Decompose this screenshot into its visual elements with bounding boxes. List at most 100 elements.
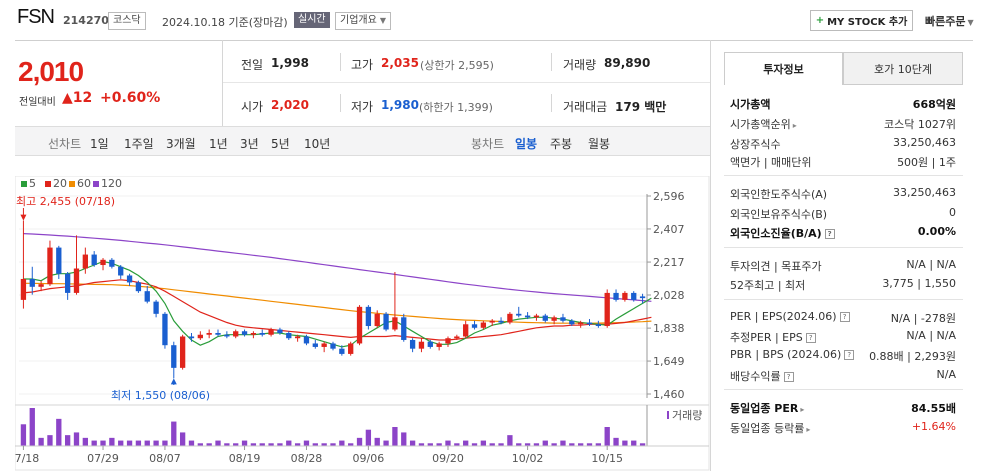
period-3y[interactable]: 3년 (240, 137, 259, 151)
volume-bar (489, 443, 495, 446)
period-1y[interactable]: 1년 (209, 137, 228, 151)
base-date: 2024.10.18 기준(장마감) (162, 16, 288, 29)
col-divider (551, 53, 552, 71)
candle-body (524, 315, 531, 318)
up-triangle-icon: ▲ (62, 90, 73, 106)
candle-body (321, 343, 327, 347)
legend-swatch (69, 181, 75, 187)
info-label-text: 외국인한도주식수(A) (730, 188, 828, 201)
chart-frame (15, 176, 710, 471)
volume-bar (241, 440, 248, 446)
help-icon[interactable]: ? (824, 229, 835, 239)
y-tick-label: 2,217 (653, 256, 685, 269)
legend-label: 120 (101, 177, 122, 190)
row-divider (724, 389, 963, 390)
info-label: PER | EPS(2024.06)? (730, 310, 850, 323)
legend-swatch (45, 181, 51, 187)
candle-monthly[interactable]: 월봉 (588, 137, 611, 151)
info-value: 668억원 (912, 98, 956, 111)
plus-icon: + (815, 15, 825, 26)
ma120-line (23, 233, 652, 302)
volume-legend-swatch (667, 411, 669, 419)
candle-body (418, 341, 425, 349)
candle-body (374, 313, 380, 327)
info-value: 84.55배 (911, 402, 956, 415)
candle-body (356, 306, 363, 344)
y-tick-label: 2,407 (653, 223, 685, 236)
row-divider (724, 299, 963, 300)
volume-bar (383, 440, 389, 446)
info-label-text: PER | EPS(2024.06) (730, 310, 837, 323)
candle-body (365, 306, 372, 327)
candle-body (471, 324, 478, 328)
candle-body (586, 322, 593, 325)
candle-body (445, 338, 451, 344)
info-value: N/A (936, 368, 956, 381)
col-divider (340, 53, 341, 71)
candle-body (56, 247, 62, 274)
help-icon[interactable]: ? (783, 372, 794, 382)
period-10y[interactable]: 10년 (304, 137, 331, 151)
x-tick-label: 07/18 (15, 452, 39, 465)
tab-invest-info[interactable]: 투자정보 (724, 52, 843, 85)
volume-bar (47, 435, 53, 446)
low-value: 1,980 (381, 98, 419, 112)
realtime-button[interactable]: 실시간 (294, 12, 330, 28)
price-chart[interactable]: 5 20 60 120 2,596 2,407 2,217 2,028 1,838 1,649 1,… (15, 176, 710, 471)
upper-limit: (상한가 2,595) (420, 59, 494, 72)
info-value: N/A | N/A (906, 329, 956, 342)
volume-bar (480, 440, 487, 446)
volume-bar (215, 440, 221, 446)
candle-body (179, 336, 186, 368)
chevron-right-icon[interactable]: ▸ (800, 404, 805, 414)
info-value: 500원 | 1주 (897, 156, 956, 169)
quick-order-link[interactable]: 빠른주문 ▼ (925, 13, 974, 29)
company-overview-dropdown[interactable]: 기업개요 ▼ (335, 12, 391, 30)
help-icon[interactable]: ? (805, 333, 816, 343)
tab-hoga-10[interactable]: 호가 10단계 (843, 52, 963, 85)
candle-body (162, 313, 168, 346)
add-mystock-button[interactable]: + MY STOCK 추가 (810, 10, 913, 31)
candle-body (171, 345, 177, 368)
candle-daily[interactable]: 일봉 (515, 137, 538, 151)
info-label-text: 동일업종 등락률 (730, 422, 805, 435)
candle-body (64, 273, 71, 293)
candle-body (126, 275, 133, 283)
min-arrow-icon (170, 378, 177, 385)
info-label-text: 52주최고 | 최저 (730, 279, 806, 292)
volume-bar (118, 440, 124, 446)
chevron-right-icon[interactable]: ▸ (806, 424, 811, 434)
period-3m[interactable]: 3개월 (166, 137, 196, 151)
candle-body (339, 348, 345, 354)
help-icon[interactable]: ? (839, 312, 850, 322)
candle-body (348, 343, 354, 354)
legend-swatch (93, 181, 99, 187)
prev-close-value: 1,998 (271, 56, 309, 70)
volume-bar (56, 418, 62, 446)
period-5y[interactable]: 5년 (271, 137, 290, 151)
candle-chart-label: 봉차트 (471, 137, 505, 151)
volume-bar (294, 443, 301, 446)
candle-body (268, 329, 274, 335)
candle-body (47, 247, 53, 285)
candle-body (259, 332, 265, 335)
candle-body (286, 332, 292, 339)
period-1d[interactable]: 1일 (90, 137, 109, 151)
header-divider (15, 40, 973, 41)
help-icon[interactable]: ? (844, 350, 855, 360)
legend-label: 60 (77, 177, 91, 190)
chevron-right-icon[interactable]: ▸ (792, 120, 797, 130)
candle-body (463, 324, 469, 337)
volume-bar (224, 443, 230, 446)
x-tick-label: 08/28 (291, 452, 323, 465)
volume-bar (613, 437, 619, 446)
candle-weekly[interactable]: 주봉 (550, 137, 573, 151)
add-mystock-label: MY STOCK 추가 (827, 17, 908, 28)
chart-toolbar: 선차트 1일 1주일 3개월 1년 3년 5년 10년 봉차트 일봉 주봉 월봉 (15, 126, 710, 156)
candle-body (109, 259, 115, 267)
candle-body (604, 292, 610, 327)
volume-bar (259, 443, 265, 446)
volume-bar (197, 443, 203, 446)
period-1w[interactable]: 1주일 (124, 137, 154, 151)
volume-bar (29, 408, 35, 446)
